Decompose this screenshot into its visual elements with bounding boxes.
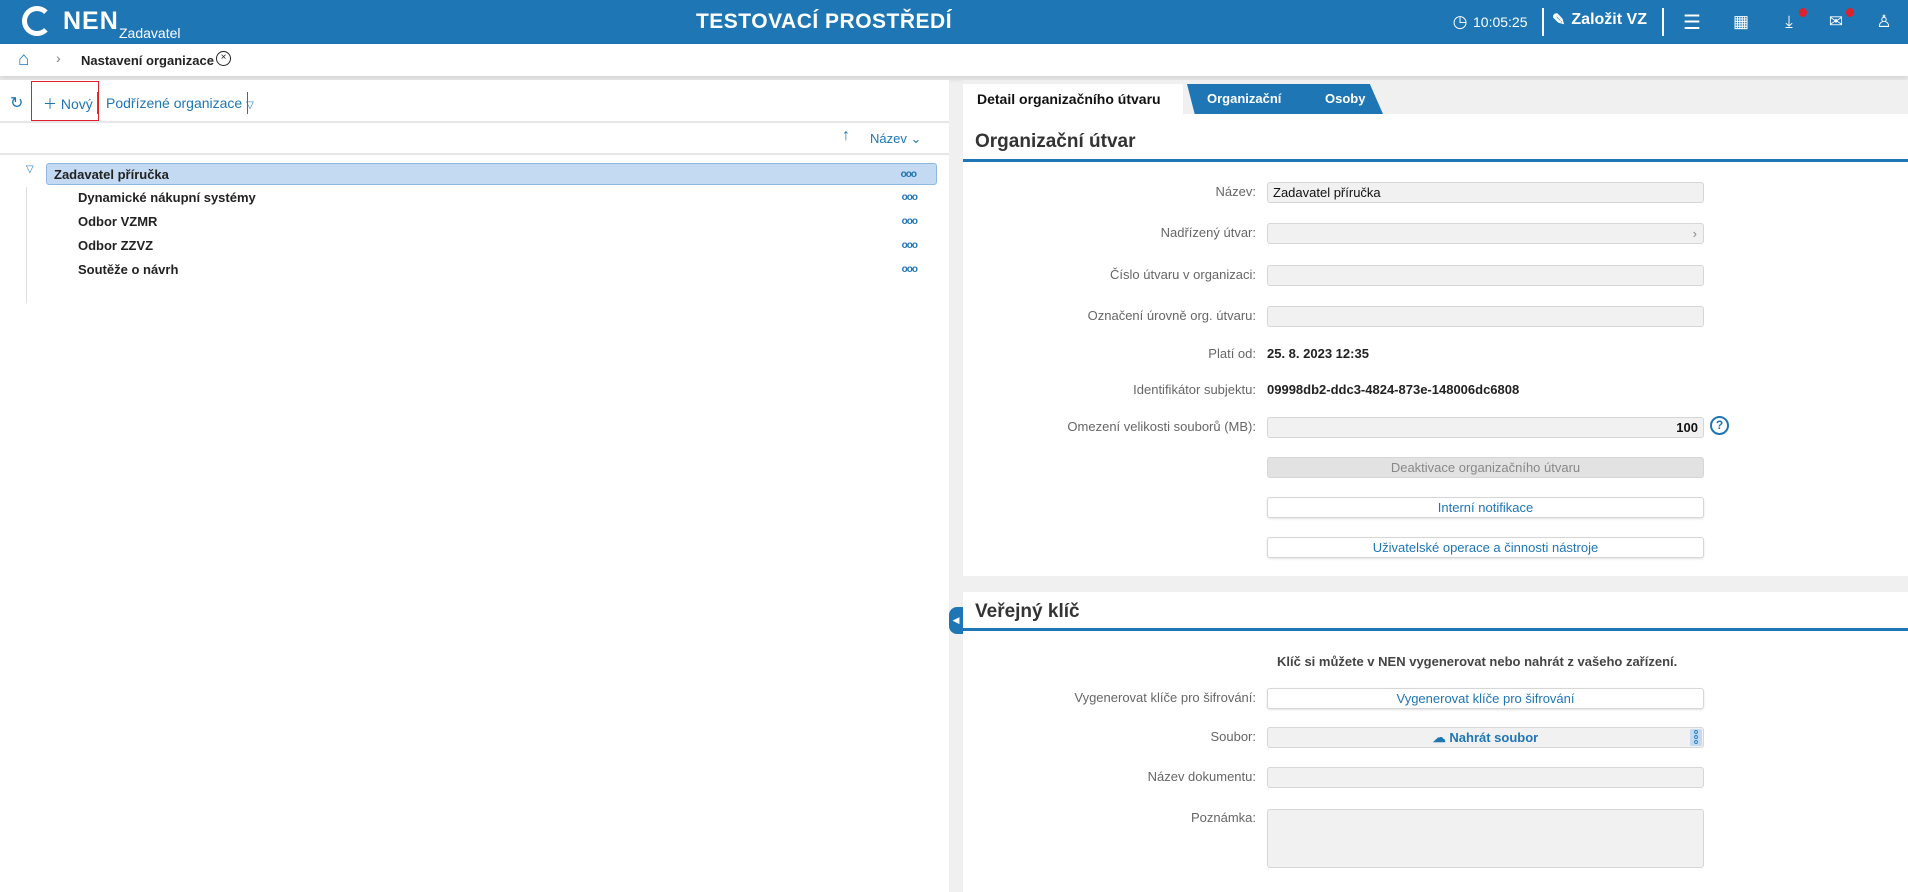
sort-label: Název xyxy=(870,131,907,146)
nen-logo-icon xyxy=(22,6,52,36)
triangle-down-icon: ▽ xyxy=(246,100,254,111)
subject-id-value: 09998db2-ddc3-4824-873e-148006dc6808 xyxy=(1267,382,1520,397)
divider xyxy=(97,92,98,114)
more-options-icon[interactable]: ooo xyxy=(901,192,918,203)
mail-icon[interactable]: ✉ xyxy=(1828,12,1844,31)
file-label: Soubor: xyxy=(1210,729,1256,744)
logo-subtitle: Zadavatel xyxy=(119,25,181,41)
tree-item-label: Odbor VZMR xyxy=(78,214,158,229)
create-tender-label: Založit VZ xyxy=(1571,11,1647,28)
close-icon[interactable]: × xyxy=(216,51,231,66)
divider xyxy=(0,153,949,155)
tree-item-label: Odbor ZZVZ xyxy=(78,238,154,253)
create-tender-button[interactable]: ✎ Založit VZ xyxy=(1552,10,1647,30)
tree-item[interactable]: Odbor VZMR ooo xyxy=(46,211,937,233)
refresh-icon[interactable]: ↻ xyxy=(10,95,24,112)
environment-title: TESTOVACÍ PROSTŘEDÍ xyxy=(695,10,953,33)
note-label: Poznámka: xyxy=(1190,810,1256,825)
chevron-right-icon: › xyxy=(56,50,61,66)
notification-badge xyxy=(1799,8,1807,17)
tree-item-label: Dynamické nákupní systémy xyxy=(78,190,256,205)
generate-keys-label: Vygenerovat klíče pro šifrování: xyxy=(1074,690,1256,705)
sort-ascending-icon[interactable]: ↑ xyxy=(842,127,850,144)
more-options-icon[interactable]: ooo xyxy=(901,216,918,227)
tree-item-label: Soutěže o návrh xyxy=(78,262,179,277)
help-icon[interactable]: ? xyxy=(1710,416,1729,435)
tree-item[interactable]: Odbor ZZVZ ooo xyxy=(46,235,937,257)
chevron-right-icon: › xyxy=(1692,226,1697,241)
top-header: NEN Zadavatel TESTOVACÍ PROSTŘEDÍ ◷ 10:0… xyxy=(0,0,1908,44)
deactivate-button[interactable]: Deaktivace organizačního útvaru xyxy=(1267,457,1704,478)
detail-panel: Detail organizačního útvaru Organizační … xyxy=(963,80,1908,892)
clock-icon: ◷ xyxy=(1452,12,1468,31)
name-field[interactable]: Zadavatel příručka xyxy=(1267,182,1704,203)
tree-item-label: Zadavatel příručka xyxy=(54,167,169,182)
divider xyxy=(1542,8,1544,36)
breadcrumb-current: Nastavení organizace xyxy=(81,53,214,68)
new-label: Nový xyxy=(60,96,93,112)
public-key-section: Veřejný klíč Klíč si můžete v NEN vygene… xyxy=(963,592,1908,892)
unit-number-field[interactable] xyxy=(1267,265,1704,286)
key-info-text: Klíč si můžete v NEN vygenerovat nebo na… xyxy=(1277,654,1678,669)
cloud-upload-icon: ☁ xyxy=(1432,730,1446,745)
more-options-icon[interactable]: ooo xyxy=(900,169,917,180)
tree-item[interactable]: Dynamické nákupní systémy ooo xyxy=(46,187,937,209)
subject-id-label: Identifikátor subjektu: xyxy=(1133,382,1256,397)
more-options-icon[interactable]: ooo xyxy=(901,240,918,251)
valid-from-label: Platí od: xyxy=(1208,346,1256,361)
highlight-box xyxy=(31,81,99,121)
parent-unit-label: Nadřízený útvar: xyxy=(1160,225,1256,240)
note-textarea[interactable] xyxy=(1267,809,1704,868)
tab-detail[interactable]: Detail organizačního útvaru xyxy=(963,84,1183,114)
section-title: Organizační útvar xyxy=(975,131,1136,152)
divider xyxy=(247,92,248,114)
download-icon[interactable]: ⤓ xyxy=(1785,12,1793,31)
org-unit-section: Organizační útvar Název: Zadavatel příru… xyxy=(963,114,1908,576)
sub-orgs-dropdown[interactable]: Podřízené organizace ▽ xyxy=(106,95,254,111)
internal-notifications-button[interactable]: Interní notifikace xyxy=(1267,497,1704,518)
expand-triangle-icon[interactable]: ▽ xyxy=(26,164,34,175)
file-limit-label: Omezení velikosti souborů (MB): xyxy=(1067,419,1256,434)
calendar-icon[interactable]: ▦ xyxy=(1732,12,1750,31)
more-options-icon[interactable]: ooo xyxy=(901,264,918,275)
name-label: Název: xyxy=(1215,184,1256,199)
divider xyxy=(1662,8,1664,36)
breadcrumb: ⌂ › Nastavení organizace × xyxy=(0,44,1908,76)
section-underline xyxy=(963,159,1908,162)
tree-item[interactable]: Soutěže o návrh ooo xyxy=(46,259,937,281)
section-underline xyxy=(963,628,1908,631)
document-name-field[interactable] xyxy=(1267,767,1704,788)
generate-keys-button[interactable]: Vygenerovat klíče pro šifrování xyxy=(1267,688,1704,709)
unit-level-field[interactable] xyxy=(1267,306,1704,327)
home-icon[interactable]: ⌂ xyxy=(18,49,30,70)
org-tree-panel: ↻ ＋ Nový Podřízené organizace ▽ ↑ Název … xyxy=(0,80,949,892)
tree-guide-line xyxy=(26,187,27,303)
collapse-panel-handle[interactable]: ◀ xyxy=(949,607,963,634)
logo-text: NEN xyxy=(63,7,119,35)
unit-level-label: Označení úrovně org. útvaru: xyxy=(1087,308,1256,323)
notification-badge xyxy=(1846,8,1854,17)
edit-icon: ✎ xyxy=(1552,12,1566,29)
file-limit-field[interactable]: 100 xyxy=(1267,417,1704,438)
unit-number-label: Číslo útvaru v organizaci: xyxy=(1110,267,1256,282)
upload-label: Nahrát soubor xyxy=(1449,730,1539,745)
session-time: 10:05:25 xyxy=(1473,14,1528,30)
valid-from-value: 25. 8. 2023 12:35 xyxy=(1267,346,1369,361)
tab-persons[interactable]: Osoby xyxy=(1289,84,1383,114)
parent-unit-field[interactable]: › xyxy=(1267,223,1704,244)
sub-orgs-label: Podřízené organizace xyxy=(106,95,243,111)
menu-icon[interactable]: ☰ xyxy=(1683,11,1701,34)
user-icon[interactable]: ♙ xyxy=(1876,12,1892,31)
tree-item[interactable]: Zadavatel příručka ooo xyxy=(46,163,937,185)
sort-field-dropdown[interactable]: Název ⌄ xyxy=(870,131,921,147)
new-button[interactable]: ＋ Nový xyxy=(43,94,93,114)
plus-icon: ＋ xyxy=(43,96,57,112)
user-operations-button[interactable]: Uživatelské operace a činnosti nástroje xyxy=(1267,537,1704,558)
chevron-down-icon: ⌄ xyxy=(910,131,922,146)
document-name-label: Název dokumentu: xyxy=(1147,769,1256,784)
section-title: Veřejný klíč xyxy=(975,601,1080,622)
divider xyxy=(0,121,949,123)
